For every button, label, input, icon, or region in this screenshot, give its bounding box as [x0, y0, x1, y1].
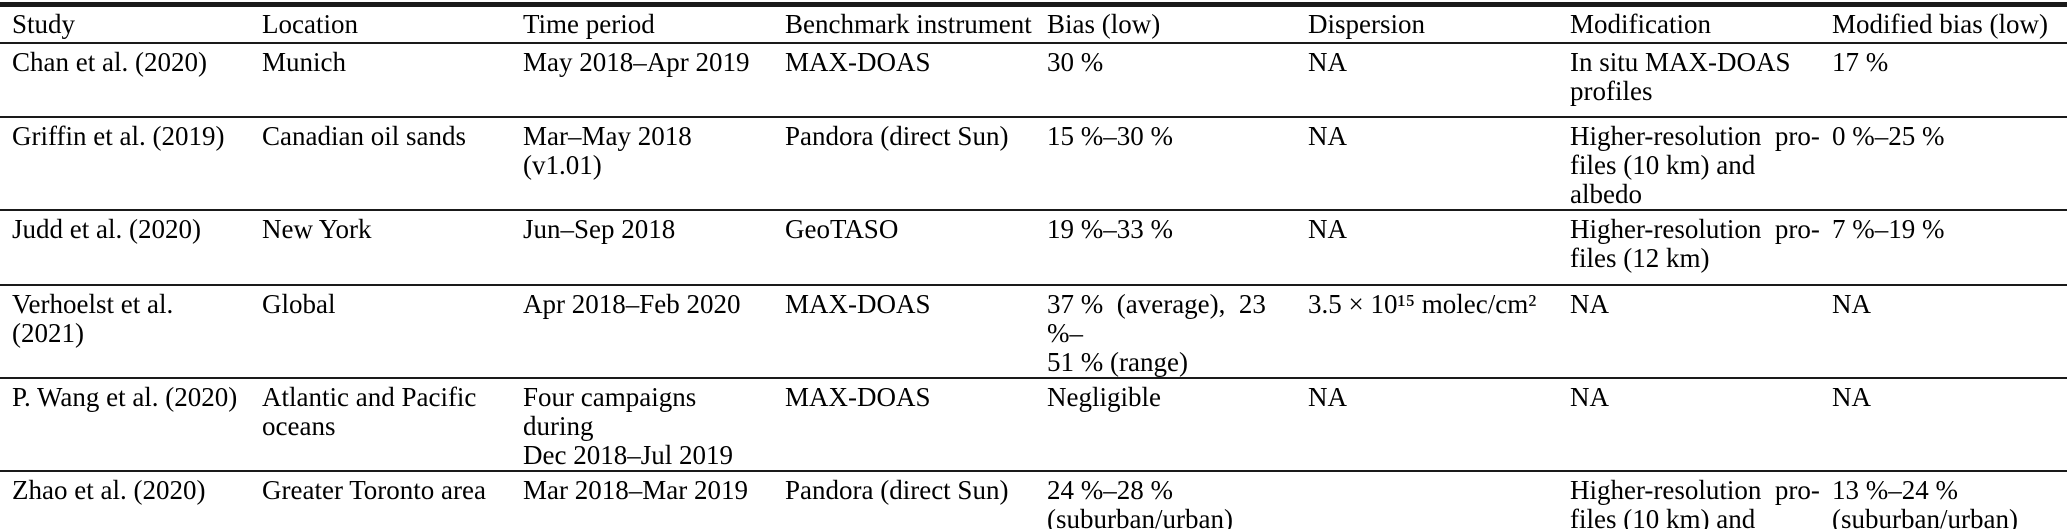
cell-modification: NA [1570, 381, 1609, 412]
cell-location: Canadian oil sands [262, 120, 466, 151]
cell-benchmark-instrument: MAX-DOAS [785, 288, 931, 319]
cell-dispersion: NA [1308, 381, 1347, 412]
cell-time-period: Jun–Sep 2018 [523, 213, 676, 244]
table-header: Study Location Time period Benchmark ins… [0, 5, 2067, 43]
cell-modified-bias-low: NA [1832, 288, 1871, 319]
cell-study: Judd et al. (2020) [12, 213, 201, 244]
column-header-dispersion: Dispersion [1308, 9, 1425, 39]
column-header-location: Location [262, 9, 358, 39]
cell-benchmark-instrument: Pandora (direct Sun) [785, 120, 1009, 151]
cell-dispersion: NA [1308, 46, 1347, 77]
cell-bias-low: 37 % (average), 23 %– 51 % (range) [1047, 288, 1266, 377]
cell-modified-bias-low: 7 %–19 % [1832, 213, 1945, 244]
cell-study: Verhoelst et al. (2021) [12, 288, 180, 348]
cell-location: Greater Toronto area [262, 474, 486, 505]
cell-location: Atlantic and Pacific oceans [262, 381, 477, 441]
cell-benchmark-instrument: MAX-DOAS [785, 46, 931, 77]
column-header-time-period: Time period [523, 9, 655, 39]
cell-dispersion [1308, 471, 1570, 529]
cell-location: Global [262, 288, 336, 319]
cell-study: Zhao et al. (2020) [12, 474, 206, 505]
cell-time-period: Mar–May 2018 (v1.01) [523, 120, 692, 180]
column-header-modified-bias-low: Modified bias (low) [1832, 9, 2048, 39]
column-header-benchmark-instrument: Benchmark instrument [785, 9, 1032, 39]
cell-dispersion: NA [1308, 120, 1347, 151]
table-body: Chan et al. (2020) Munich May 2018–Apr 2… [0, 43, 2067, 529]
cell-time-period: May 2018–Apr 2019 [523, 46, 750, 77]
table-row: P. Wang et al. (2020) Atlantic and Pacif… [0, 378, 2067, 471]
cell-modification: Higher-resolution pro- files (10 km) and… [1570, 474, 1820, 529]
column-header-study: Study [12, 9, 76, 39]
header-row: Study Location Time period Benchmark ins… [0, 5, 2067, 43]
cell-modification: Higher-resolution pro- files (10 km) and… [1570, 120, 1820, 209]
cell-bias-low: 19 %–33 % [1047, 213, 1173, 244]
cell-modified-bias-low: 17 % [1832, 46, 1889, 77]
cell-location: Munich [262, 46, 346, 77]
cell-benchmark-instrument: GeoTASO [785, 213, 899, 244]
cell-time-period: Mar 2018–Mar 2019 [523, 474, 748, 505]
cell-benchmark-instrument: MAX-DOAS [785, 381, 931, 412]
cell-bias-low: 15 %–30 % [1047, 120, 1173, 151]
cell-benchmark-instrument: Pandora (direct Sun) [785, 474, 1009, 505]
cell-modified-bias-low: NA [1832, 381, 1871, 412]
cell-time-period: Apr 2018–Feb 2020 [523, 288, 741, 319]
column-header-bias-low: Bias (low) [1047, 9, 1161, 39]
cell-study: P. Wang et al. (2020) [12, 381, 238, 412]
table-row: Verhoelst et al. (2021) Global Apr 2018–… [0, 285, 2067, 378]
cell-location: New York [262, 213, 372, 244]
table-row: Judd et al. (2020) New York Jun–Sep 2018… [0, 210, 2067, 285]
cell-dispersion: 3.5 × 10¹⁵ molec/cm² [1308, 288, 1537, 319]
cell-time-period: Four campaigns during Dec 2018–Jul 2019 [523, 381, 733, 470]
column-header-modification: Modification [1570, 9, 1711, 39]
cell-modification: Higher-resolution pro- files (12 km) [1570, 213, 1820, 273]
cell-bias-low: Negligible [1047, 381, 1161, 412]
cell-bias-low: 30 % [1047, 46, 1104, 77]
cell-study: Griffin et al. (2019) [12, 120, 225, 151]
cell-modification: In situ MAX-DOAS profiles [1570, 46, 1791, 106]
cell-modified-bias-low: 13 %–24 % (suburban/urban) +14 %–15% (ru… [1832, 474, 2018, 529]
table-row: Chan et al. (2020) Munich May 2018–Apr 2… [0, 43, 2067, 117]
cell-modification: NA [1570, 288, 1609, 319]
table-row: Zhao et al. (2020) Greater Toronto area … [0, 471, 2067, 529]
cell-study: Chan et al. (2020) [12, 46, 207, 77]
cell-modified-bias-low: 0 %–25 % [1832, 120, 1945, 151]
table-row: Griffin et al. (2019) Canadian oil sands… [0, 117, 2067, 210]
cell-dispersion: NA [1308, 213, 1347, 244]
cell-bias-low: 24 %–28 % (suburban/urban) +4 %–10% (rur… [1047, 474, 1233, 529]
